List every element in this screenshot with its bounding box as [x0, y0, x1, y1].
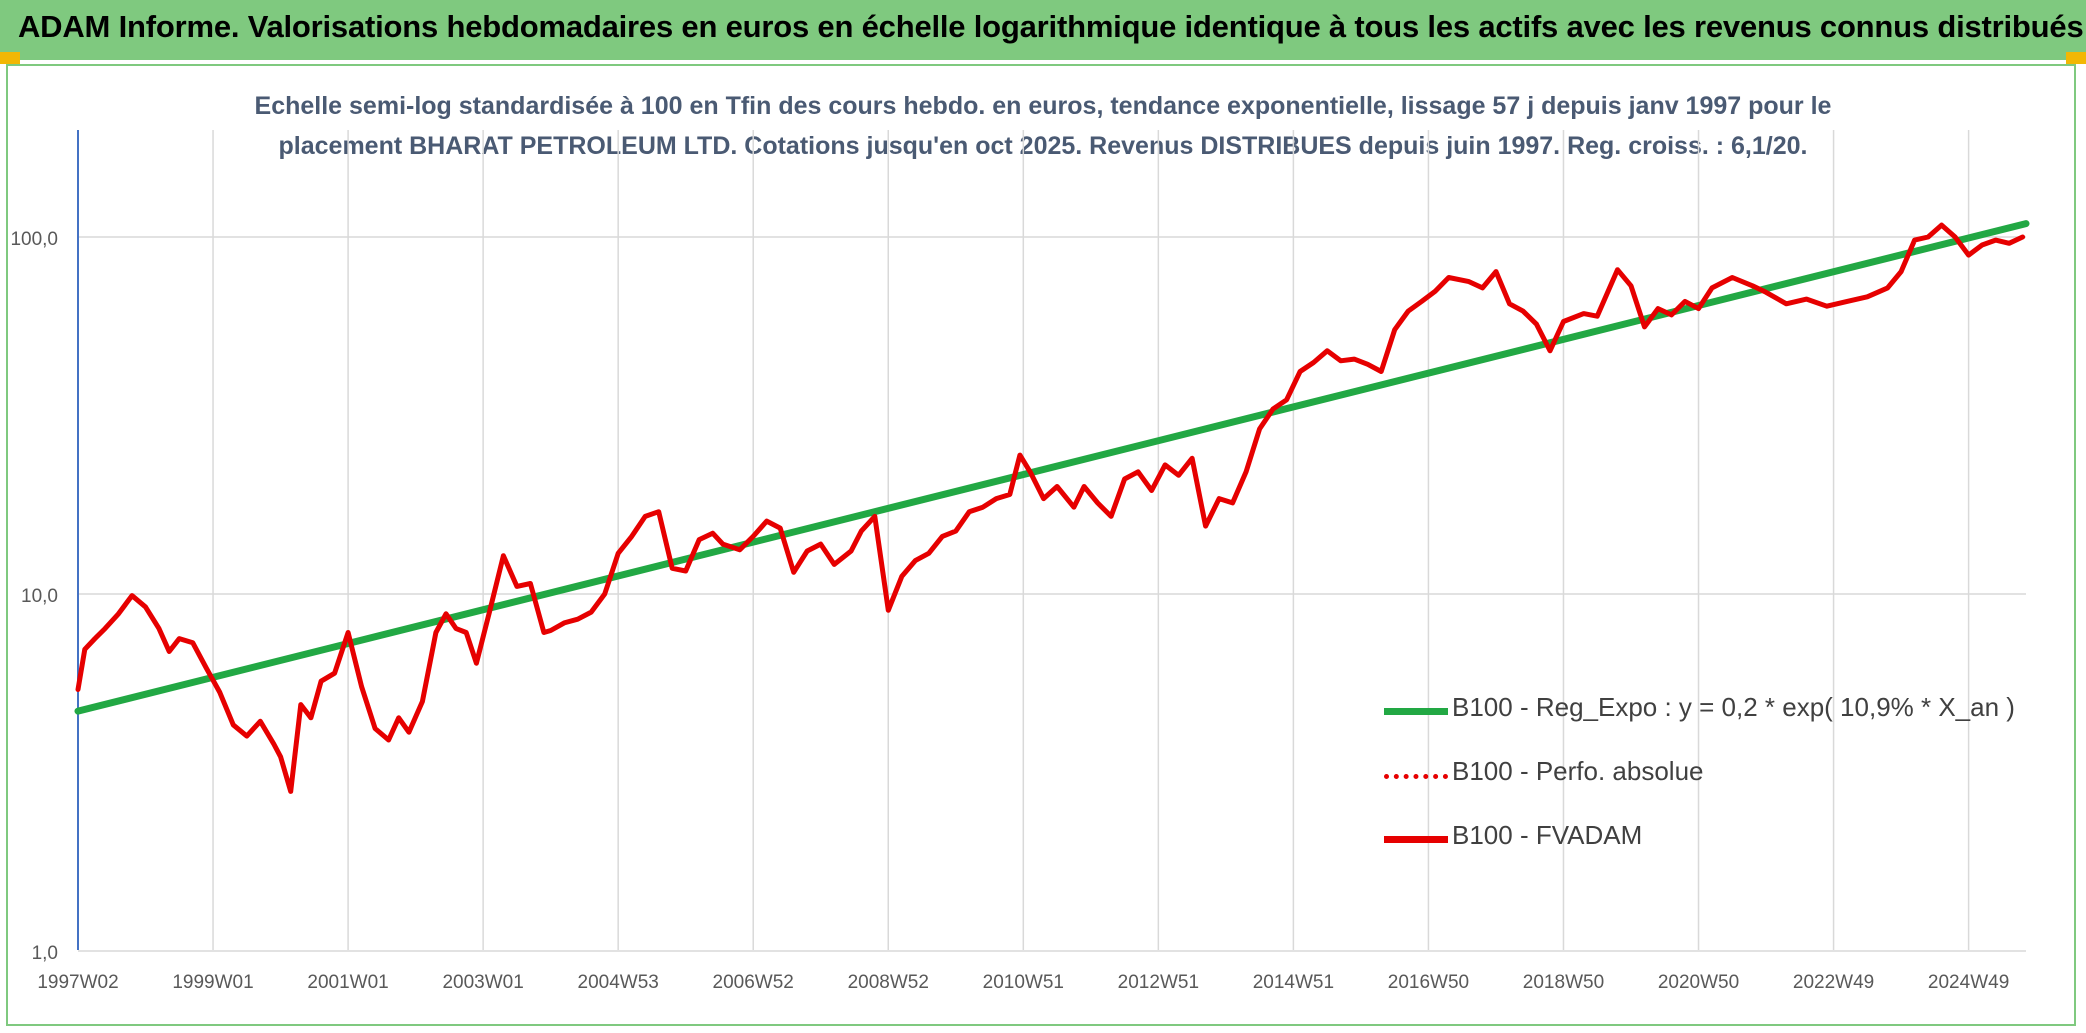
legend-label-perfo-absolue: B100 - Perfo. absolue — [1452, 756, 1704, 786]
x-tick-label: 2022W49 — [1793, 972, 1874, 993]
x-tick-label: 2018W50 — [1523, 972, 1604, 993]
legend-label-fvadam: B100 - FVADAM — [1452, 820, 1643, 850]
chart-subtitle: Echelle semi-log standardisée à 100 en T… — [160, 86, 1926, 166]
x-tick-label: 2024W49 — [1928, 972, 2009, 993]
y-tick-labels: 1,0 10,0 100,0 — [10, 229, 58, 964]
chart-subtitle-line-1: Echelle semi-log standardisée à 100 en T… — [254, 92, 1832, 120]
legend-item-regression: B100 - Reg_Expo : y = 0,2 * exp( 10,9% *… — [1384, 684, 2024, 748]
corner-right-marker — [2066, 52, 2086, 64]
chart-subtitle-line-2: placement BHARAT PETROLEUM LTD. Cotation… — [278, 132, 1808, 160]
series-lines — [74, 220, 2030, 794]
series-line-2 — [75, 222, 2026, 794]
x-tick-label: 2012W51 — [1118, 972, 1199, 993]
legend-item-perfo-absolue: B100 - Perfo. absolue — [1384, 748, 2024, 812]
legend-swatch-regression — [1384, 708, 1448, 715]
corner-left-marker — [0, 52, 20, 64]
grid-lines — [77, 130, 2026, 952]
x-tick-label: 2014W51 — [1253, 972, 1334, 993]
legend-label-regression: B100 - Reg_Expo : y = 0,2 * exp( 10,9% *… — [1452, 692, 2015, 722]
header-banner: ADAM Informe. Valorisations hebdomadaire… — [0, 0, 2086, 60]
x-tick-label: 2003W01 — [442, 972, 523, 993]
y-tick-label: 10,0 — [21, 586, 58, 607]
x-tick-label: 2008W52 — [848, 972, 929, 993]
x-tick-label: 2006W52 — [713, 972, 794, 993]
x-tick-label: 2010W51 — [983, 972, 1064, 993]
legend-item-fvadam: B100 - FVADAM — [1384, 812, 2024, 876]
y-tick-label: 1,0 — [32, 943, 58, 964]
x-tick-label: 1999W01 — [172, 972, 253, 993]
x-tick-label: 1997W02 — [37, 972, 118, 993]
x-tick-label: 2001W01 — [307, 972, 388, 993]
x-tick-label: 2004W53 — [578, 972, 659, 993]
legend-swatch-perfo-absolue — [1384, 774, 1448, 779]
page-title: ADAM Informe. Valorisations hebdomadaire… — [18, 9, 2084, 44]
chart-frame — [6, 64, 2076, 1026]
x-tick-label: 2020W50 — [1658, 972, 1739, 993]
chart-legend: B100 - Reg_Expo : y = 0,2 * exp( 10,9% *… — [1384, 684, 2024, 876]
x-tick-labels: 1997W02 1999W01 2001W01 2003W01 2004W53 2006W… — [37, 972, 2009, 993]
series-line-0 — [74, 220, 2030, 715]
legend-swatch-fvadam — [1384, 836, 1448, 843]
x-tick-label: 2016W50 — [1388, 972, 1469, 993]
y-tick-label: 100,0 — [10, 229, 58, 250]
